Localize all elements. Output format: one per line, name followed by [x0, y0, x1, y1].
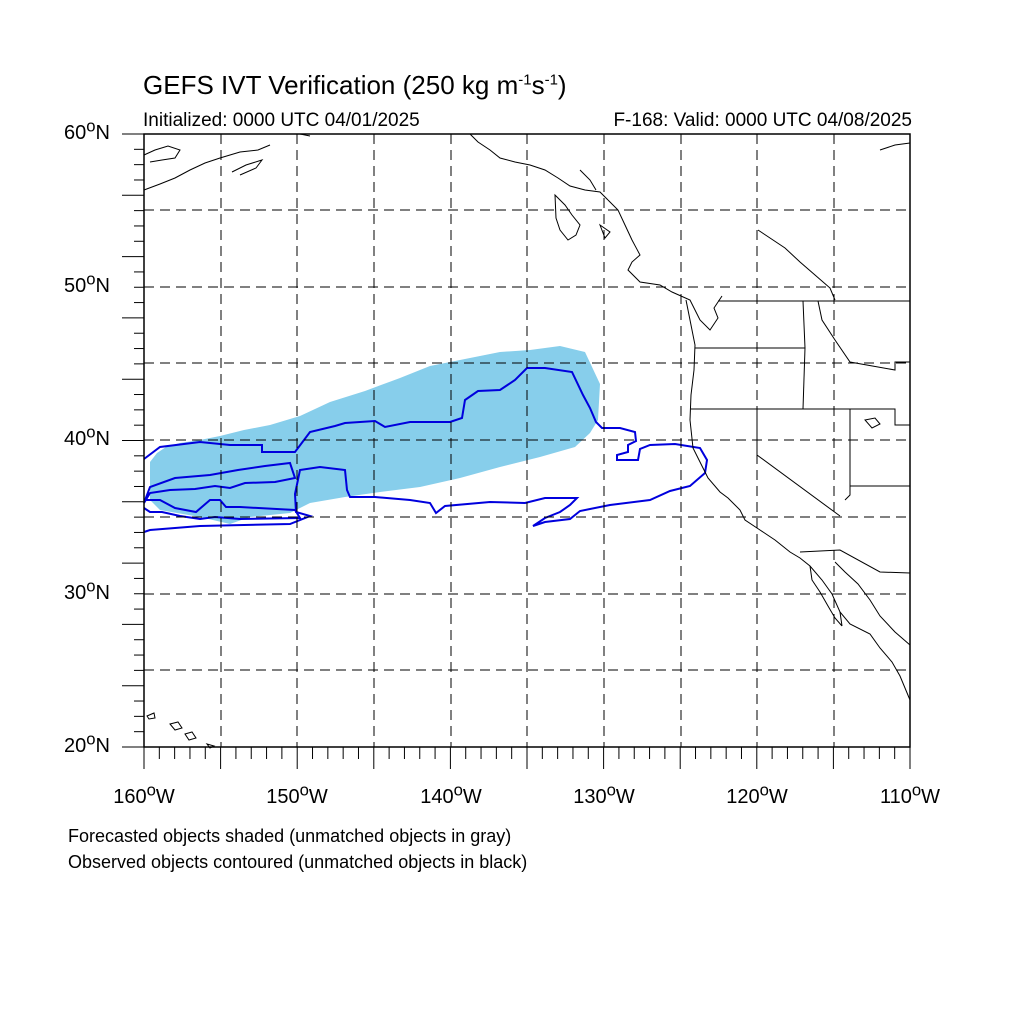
lat-label-40: 40oN — [64, 422, 110, 450]
observed-contours — [143, 367, 709, 533]
observed-object-inner — [143, 461, 297, 504]
canada-rockies — [757, 142, 911, 301]
lake-tahoe — [864, 417, 881, 429]
lon-label-140w: 140oW — [420, 780, 482, 808]
graticule — [144, 134, 910, 747]
bc-islands — [554, 169, 611, 241]
state-borders — [691, 300, 911, 574]
lat-label-60: 60oN — [64, 116, 110, 144]
baja-peninsula — [809, 561, 911, 646]
alaska-coast — [143, 133, 609, 201]
axis-ticks — [122, 133, 911, 769]
mexico-border — [799, 549, 911, 574]
washington-oregon-border — [695, 300, 806, 349]
idaho-montana-border — [817, 300, 910, 371]
lat-label-30: 30oN — [64, 576, 110, 604]
california-nevada-border — [756, 409, 841, 517]
lon-label-150w: 150oW — [266, 780, 328, 808]
coastlines — [143, 133, 911, 749]
observed-object-lower — [143, 499, 302, 521]
caption-forecast: Forecasted objects shaded (unmatched obj… — [68, 826, 512, 846]
observed-object-main — [143, 367, 709, 533]
lon-label-160w: 160oW — [113, 780, 175, 808]
map-title: GEFS IVT Verification (250 kg m-1s-1) — [143, 70, 567, 100]
oregon-california-border — [691, 408, 910, 426]
nevada-utah-border — [844, 409, 851, 501]
init-time-label: Initialized: 0000 UTC 04/01/2025 — [143, 110, 420, 131]
valid-time-label: F-168: Valid: 0000 UTC 04/08/2025 — [613, 110, 912, 131]
lat-label-50: 50oN — [64, 269, 110, 297]
lat-label-20: 20oN — [64, 729, 110, 757]
oregon-idaho-border — [802, 347, 806, 410]
caption-observed: Observed objects contoured (unmatched ob… — [68, 852, 528, 872]
na-west-coast — [607, 199, 911, 701]
lon-label-110w: 110oW — [879, 780, 941, 808]
lon-label-120w: 120oW — [726, 780, 788, 808]
lon-label-130w: 130oW — [573, 780, 635, 808]
hawaii-islands — [146, 712, 216, 749]
